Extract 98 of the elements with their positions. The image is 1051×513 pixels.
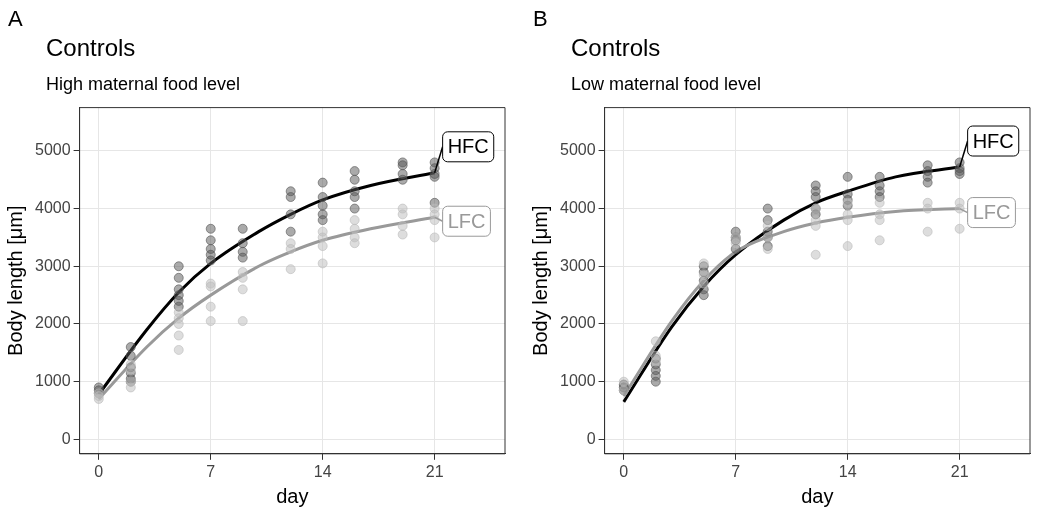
point [842, 215, 853, 226]
point [173, 272, 184, 283]
point [173, 318, 184, 329]
point [317, 258, 328, 269]
point [173, 261, 184, 272]
point [397, 220, 408, 231]
point [237, 316, 248, 327]
y-axis-title: Body length [μm] [3, 205, 26, 356]
x-tick-label: 7 [731, 462, 741, 480]
point [237, 223, 248, 234]
point [317, 177, 328, 188]
x-tick-label: 14 [313, 462, 332, 480]
legend-label: LFC [972, 201, 1011, 224]
point [205, 255, 216, 266]
point [698, 290, 709, 301]
point [954, 223, 965, 234]
point [125, 342, 136, 353]
point [650, 336, 661, 347]
point [285, 264, 296, 275]
chart-title: Controls [571, 34, 661, 62]
point [285, 243, 296, 254]
legend-label: LFC [447, 209, 486, 232]
chart-title: Controls [46, 34, 136, 62]
x-tick-label: 7 [206, 462, 216, 480]
point [874, 197, 885, 208]
point [237, 238, 248, 249]
point [874, 215, 885, 226]
y-tick-label: 1000 [35, 372, 71, 390]
y-tick-label: 0 [61, 429, 71, 447]
text: A [8, 6, 23, 32]
point [397, 174, 408, 185]
text: B [533, 6, 548, 32]
x-tick-label: 14 [838, 462, 857, 480]
point [810, 220, 821, 231]
legend-label: HFC [972, 129, 1014, 152]
y-tick-label: 3000 [560, 256, 596, 274]
point [317, 215, 328, 226]
point [842, 241, 853, 252]
x-tick-label: 21 [425, 462, 444, 480]
y-tick-label: 4000 [560, 198, 596, 216]
y-tick-label: 2000 [35, 314, 71, 332]
y-tick-label: 5000 [560, 141, 596, 159]
y-tick-label: 1000 [560, 372, 596, 390]
point [205, 301, 216, 312]
point [125, 382, 136, 393]
y-tick-label: 5000 [35, 141, 71, 159]
point [317, 232, 328, 243]
y-tick-label: 0 [586, 429, 596, 447]
x-tick-label: 0 [619, 462, 629, 480]
point [762, 220, 773, 231]
point [173, 344, 184, 355]
chart-subtitle: Low maternal food level [571, 74, 762, 95]
chart-subtitle: High maternal food level [46, 74, 241, 95]
legend-label: HFC [447, 135, 489, 158]
point [349, 192, 360, 203]
point [810, 192, 821, 203]
point [349, 215, 360, 226]
point [429, 232, 440, 243]
point [285, 209, 296, 220]
point [317, 200, 328, 211]
point [349, 174, 360, 185]
x-axis-title: day [276, 484, 309, 507]
point [349, 223, 360, 234]
y-tick-label: 4000 [35, 198, 71, 216]
point [349, 166, 360, 177]
point [397, 209, 408, 220]
x-tick-label: 21 [950, 462, 969, 480]
point [429, 215, 440, 226]
point [650, 376, 661, 387]
y-tick-label: 2000 [560, 314, 596, 332]
point [285, 226, 296, 237]
point [205, 223, 216, 234]
point [317, 192, 328, 203]
point [125, 350, 136, 361]
point [874, 235, 885, 246]
y-axis-title: Body length [μm] [528, 205, 551, 356]
point [842, 171, 853, 182]
point [349, 238, 360, 249]
y-tick-label: 3000 [35, 256, 71, 274]
point [922, 177, 933, 188]
point [874, 171, 885, 182]
point [397, 229, 408, 240]
point [317, 241, 328, 252]
point [762, 203, 773, 214]
point [205, 235, 216, 246]
point [810, 249, 821, 260]
point [285, 192, 296, 203]
point [237, 252, 248, 263]
point [954, 203, 965, 214]
point [922, 226, 933, 237]
point [205, 316, 216, 327]
point [173, 330, 184, 341]
x-tick-label: 0 [94, 462, 104, 480]
point [237, 284, 248, 295]
point [922, 203, 933, 214]
x-axis-title: day [801, 484, 834, 507]
point [237, 272, 248, 283]
point [349, 203, 360, 214]
